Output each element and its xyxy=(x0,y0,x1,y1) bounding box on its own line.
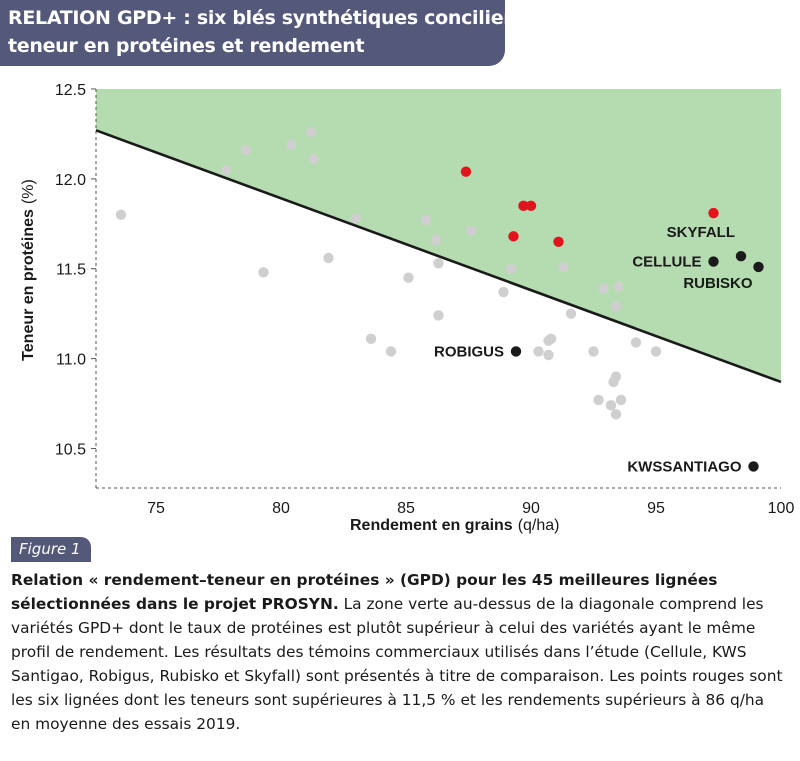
y-tick-label: 11.0 xyxy=(56,352,86,369)
figure-caption: Relation « rendement–teneur en protéines… xyxy=(11,568,786,736)
grey-point xyxy=(610,371,622,382)
grey-point xyxy=(558,261,569,273)
grey-point xyxy=(433,310,444,321)
grey-point xyxy=(650,346,662,357)
grey-point xyxy=(465,225,477,237)
x-tick-label: 75 xyxy=(147,500,165,517)
controls-point xyxy=(735,250,747,262)
scatter-chart: 10.5 11.0 11.5 12.0 12.5 75 80 85 90 95 100 ROBIGU… xyxy=(20,82,795,534)
y-tick-label: 12.5 xyxy=(55,82,86,99)
grey-point xyxy=(505,263,517,274)
controls-point xyxy=(510,346,522,357)
x-tick-label: 95 xyxy=(647,500,665,517)
x-tick-label: 90 xyxy=(522,500,540,517)
grey-point xyxy=(305,126,317,138)
grey-point xyxy=(498,286,509,298)
y-tick-label: 12.0 xyxy=(55,172,86,189)
grey-point xyxy=(598,283,609,294)
grey-point xyxy=(610,301,622,312)
controls-point xyxy=(753,261,764,273)
grey-point xyxy=(593,394,604,406)
y-tick-label: 10.5 xyxy=(55,441,86,458)
x-tick-label: 85 xyxy=(397,500,415,517)
control-label: CELLULE xyxy=(632,254,701,271)
red-point xyxy=(708,207,719,219)
x-axis-unit: (q/ha) xyxy=(518,517,560,534)
red-point xyxy=(525,200,537,212)
grey-point xyxy=(385,346,397,357)
controls-point xyxy=(708,256,719,267)
caption-text: La zone verte au-dessus de la diagonale … xyxy=(11,595,783,733)
caption-bold: Relation « rendement–teneur en protéines… xyxy=(11,571,718,613)
control-label: ROBIGUS xyxy=(434,343,504,360)
grey-point xyxy=(630,337,642,348)
red-point xyxy=(460,166,472,177)
grey-point xyxy=(605,400,617,411)
x-tick-label: 100 xyxy=(768,500,795,517)
grey-point xyxy=(613,281,624,292)
grey-point xyxy=(220,164,232,176)
grey-point xyxy=(433,258,444,269)
control-label: KWSSANTIAGO xyxy=(627,458,741,475)
figure-label: Figure 1 xyxy=(19,540,81,558)
control-label: RUBISKO xyxy=(683,275,753,292)
grey-point xyxy=(240,144,252,156)
red-point xyxy=(518,200,529,212)
grey-point xyxy=(588,346,599,357)
controls-point xyxy=(748,461,759,472)
grey-point xyxy=(308,153,319,165)
grey-point xyxy=(545,333,557,345)
red-point xyxy=(553,236,564,247)
chart-header: RELATION GPD+ : six blés synthétiques co… xyxy=(0,0,526,66)
y-axis-label: Teneur en protéines xyxy=(20,209,37,361)
grey-point xyxy=(115,209,127,221)
grey-point xyxy=(323,252,334,264)
x-axis-label: Rendement en grains xyxy=(350,517,513,534)
header-title-line-2: teneur en protéines et rendement xyxy=(8,35,365,57)
grey-point xyxy=(403,272,414,283)
y-axis-title: Teneur en protéines (%) xyxy=(20,179,37,361)
gpd-diagonal-line xyxy=(95,129,782,384)
grey-point xyxy=(543,349,554,361)
control-label: SKYFALL xyxy=(667,224,735,241)
grey-point xyxy=(350,213,362,224)
red-point xyxy=(508,231,519,242)
grey-point xyxy=(365,333,377,345)
grey-point xyxy=(258,267,269,278)
figure-tag: Figure 1 xyxy=(11,537,91,562)
grey-point xyxy=(285,139,297,150)
y-axis-unit: (%) xyxy=(20,179,37,204)
x-axis-title: Rendement en grains (q/ha) xyxy=(350,517,560,534)
grey-point xyxy=(610,409,622,420)
grey-point xyxy=(615,394,627,406)
grey-point xyxy=(533,346,544,357)
grey-point xyxy=(430,234,442,246)
grey-point xyxy=(420,215,432,226)
y-tick-label: 11.5 xyxy=(56,262,86,279)
x-tick-label: 80 xyxy=(272,500,290,517)
header-title-line-1: RELATION GPD+ : six blés synthétiques co… xyxy=(8,7,526,29)
grey-point xyxy=(565,308,577,319)
